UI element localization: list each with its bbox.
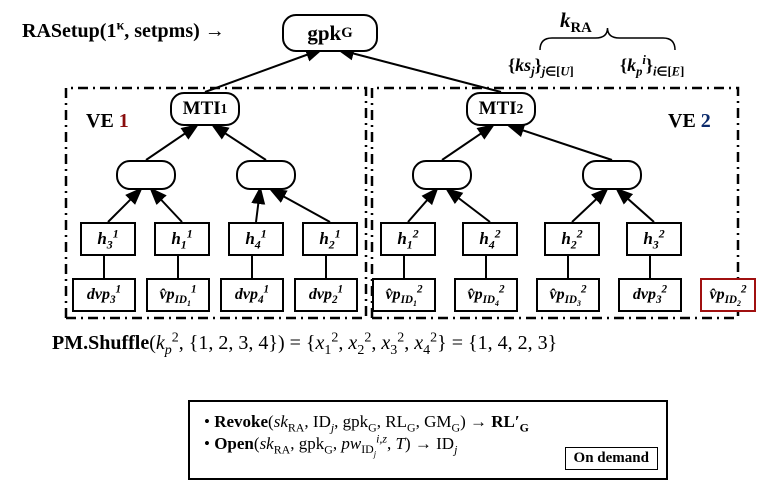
dvp-leaf-box-highlight: v̂pID22 — [700, 278, 756, 312]
revoke-op: • Revoke(skRA, IDj, gpkG, RLG, GMG) → RL… — [204, 412, 652, 432]
h-leaf-box: h41 — [228, 222, 284, 256]
dvp-leaf-box: dvp31 — [72, 278, 136, 312]
merge-node — [116, 160, 176, 190]
h-leaf-box: h12 — [380, 222, 436, 256]
dvp-leaf-box: dvp32 — [618, 278, 682, 312]
kra-title: kRA — [560, 8, 592, 33]
dvp-leaf-box: v̂pID42 — [454, 278, 518, 312]
dvp-leaf-box: dvp41 — [220, 278, 284, 312]
rasetup-label: RASetup(1κ, setpms) → — [22, 20, 225, 43]
h-leaf-box: h22 — [544, 222, 600, 256]
h-leaf-box: h21 — [302, 222, 358, 256]
h-leaf-box: h42 — [462, 222, 518, 256]
mti2-node: MTI2 — [466, 92, 536, 126]
diagram-canvas: RASetup(1κ, setpms) → gpkG kRA {ksj}j∈[U… — [0, 0, 758, 502]
merge-node — [412, 160, 472, 190]
dvp-leaf-box: v̂pID32 — [536, 278, 600, 312]
shuffle-equation: PM.Shuffle(kp2, {1, 2, 3, 4}) = {x12, x2… — [52, 332, 557, 355]
ops-panel: • Revoke(skRA, IDj, gpkG, RLG, GMG) → RL… — [188, 400, 668, 480]
dvp-leaf-box: v̂pID12 — [372, 278, 436, 312]
h-leaf-box: h31 — [80, 222, 136, 256]
kra-left-set: {ksj}j∈[U] — [508, 55, 574, 76]
merge-node — [236, 160, 296, 190]
mti1-node: MTI1 — [170, 92, 240, 126]
dvp-leaf-box: v̂pID11 — [146, 278, 210, 312]
ve1-label: VE 1 — [86, 110, 129, 133]
merge-node — [582, 160, 642, 190]
dvp-leaf-box: dvp21 — [294, 278, 358, 312]
gpk-node: gpkG — [282, 14, 378, 52]
h-leaf-box: h11 — [154, 222, 210, 256]
ve2-label: VE 2 — [668, 110, 711, 133]
ondemand-badge: On demand — [565, 447, 658, 470]
h-leaf-box: h32 — [626, 222, 682, 256]
kra-right-set: {kpi}i∈[E] — [620, 55, 684, 76]
